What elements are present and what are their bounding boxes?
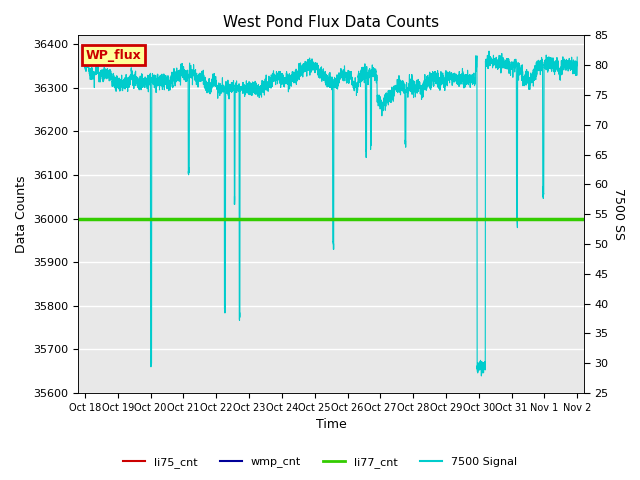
7500 Signal [441, 83, 449, 88]
Line: 7500 Signal: 7500 Signal [85, 51, 577, 376]
Legend: li75_cnt, wmp_cnt, li77_cnt, 7500 Signal: li75_cnt, wmp_cnt, li77_cnt, 7500 Signal [118, 452, 522, 472]
X-axis label: Time: Time [316, 419, 346, 432]
Y-axis label: 7500 SS: 7500 SS [612, 188, 625, 240]
li77_cnt [81, 216, 89, 221]
7500 Signal [469, 77, 477, 83]
Y-axis label: Data Counts: Data Counts [15, 176, 28, 253]
7500 Signal [414, 86, 422, 92]
7500 Signal [477, 373, 485, 379]
li75_cnt [114, 216, 122, 221]
7500 Signal [485, 48, 493, 54]
7500 Signal [81, 65, 89, 71]
wmp_cnt [114, 216, 122, 221]
7500 Signal [573, 72, 580, 78]
7500 Signal [170, 78, 177, 84]
Text: WP_flux: WP_flux [86, 48, 141, 61]
7500 Signal [312, 65, 320, 71]
li77_cnt [114, 216, 122, 221]
wmp_cnt [81, 216, 89, 221]
li75_cnt [81, 216, 89, 221]
Title: West Pond Flux Data Counts: West Pond Flux Data Counts [223, 15, 439, 30]
7500 Signal [573, 54, 581, 60]
